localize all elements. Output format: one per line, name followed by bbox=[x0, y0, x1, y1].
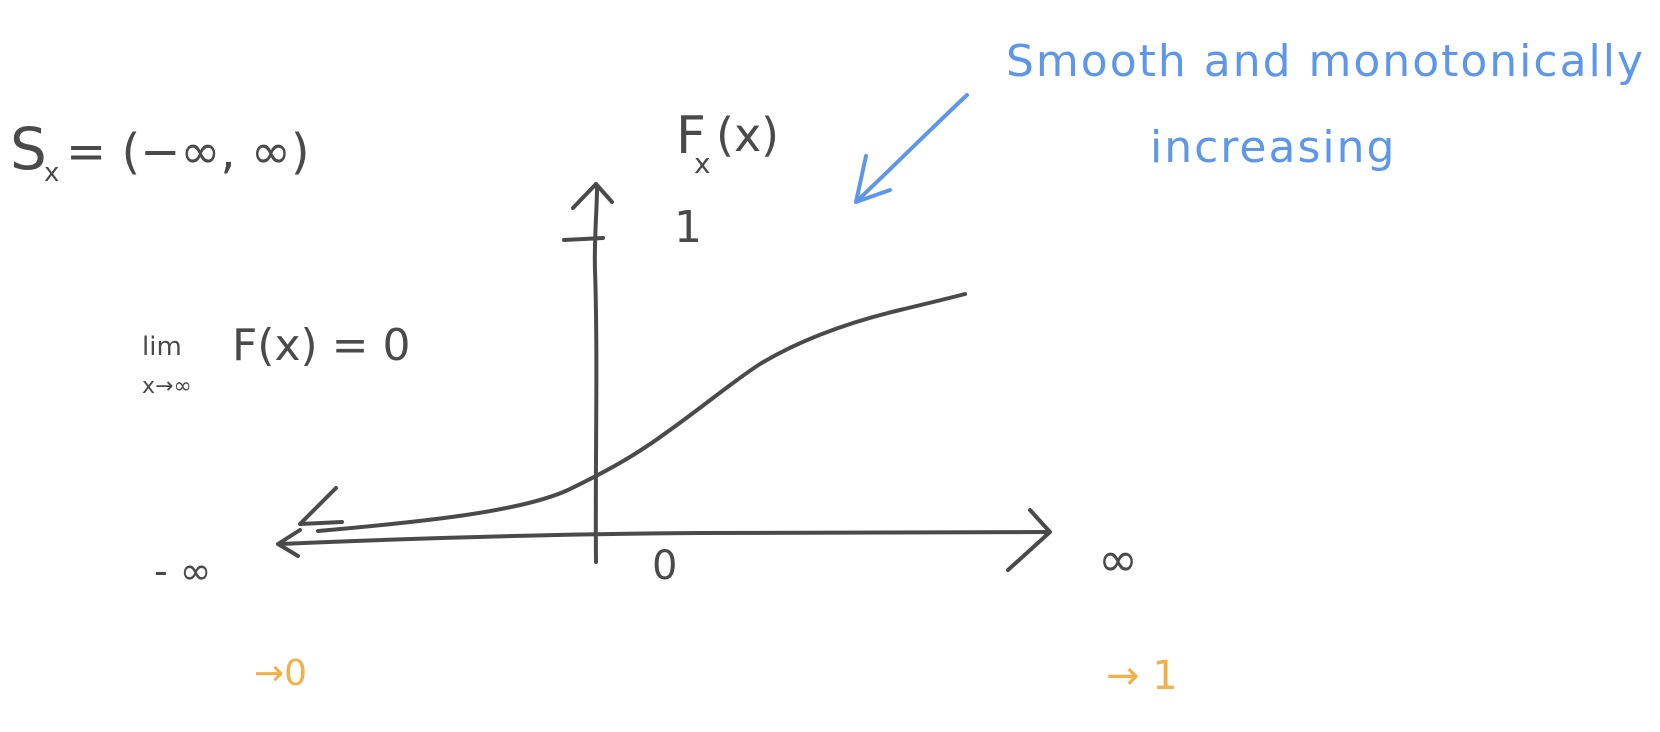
x-axis-left-arrowhead bbox=[276, 528, 302, 558]
annotation-line-1: Smooth and monotonically bbox=[1006, 36, 1646, 87]
curve-left-arrowhead bbox=[298, 486, 344, 526]
annotation-line-2: increasing bbox=[1150, 122, 1397, 173]
x-axis-right-label: ∞ bbox=[1098, 532, 1138, 588]
annotation-arrowhead bbox=[854, 154, 892, 204]
sample-space-subscript: x bbox=[44, 158, 60, 188]
tendency-right: → 1 bbox=[1106, 653, 1178, 699]
limit-lim: lim bbox=[142, 332, 182, 362]
x-axis-left-label: - ∞ bbox=[154, 549, 212, 593]
y-axis-max-tick bbox=[562, 236, 605, 242]
y-axis-max-label: 1 bbox=[674, 202, 702, 253]
y-axis-label-main: F bbox=[676, 106, 706, 166]
annotation-arrow bbox=[856, 93, 969, 202]
x-axis-line bbox=[278, 530, 1050, 546]
origin-label: 0 bbox=[652, 543, 678, 589]
sample-space-symbol: S bbox=[10, 115, 47, 183]
tendency-left: →0 bbox=[254, 653, 308, 694]
y-axis-label-arg: (x) bbox=[716, 108, 780, 162]
limit-expression: F(x) = 0 bbox=[232, 320, 411, 371]
y-axis-label-sub: x bbox=[694, 147, 711, 180]
x-axis-right-arrowhead bbox=[1006, 508, 1052, 572]
cdf-curve bbox=[316, 292, 967, 533]
limit-subscript: x→∞ bbox=[142, 374, 192, 399]
sample-space-set: = (−∞, ∞) bbox=[66, 124, 310, 180]
y-axis-arrowhead bbox=[571, 182, 614, 210]
y-axis-line bbox=[592, 186, 599, 564]
